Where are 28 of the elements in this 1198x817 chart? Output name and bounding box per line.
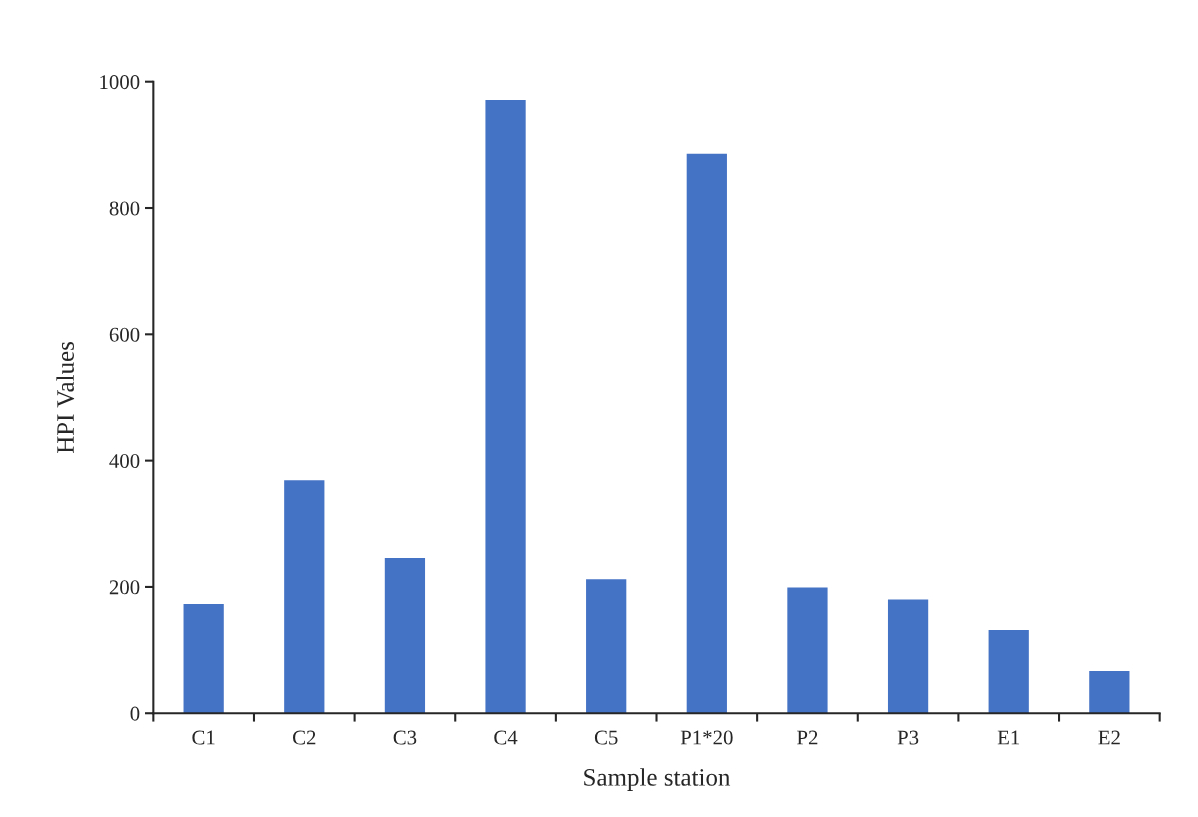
bar [887, 599, 929, 714]
x-tick-label: E2 [1098, 730, 1120, 745]
x-tick-label: C3 [393, 730, 417, 745]
y-axis-title: HPI Values [56, 342, 75, 454]
bar [686, 153, 727, 714]
bar [183, 603, 224, 714]
y-tick-label: 1000 [100, 75, 140, 90]
x-tick-label: P3 [897, 730, 919, 745]
x-tick-label: C1 [192, 730, 215, 745]
y-tick-label: 600 [109, 327, 140, 342]
y-tick-label: 400 [109, 454, 140, 469]
bar [284, 480, 325, 714]
x-tick-label: C2 [292, 730, 316, 745]
bar [384, 557, 426, 714]
y-tick-label: 800 [109, 201, 140, 216]
x-tick-label: C5 [594, 730, 618, 745]
y-tick-label: 200 [109, 580, 140, 595]
bar [485, 100, 526, 714]
x-tick-label: E1 [997, 730, 1020, 745]
x-axis-title: Sample station [584, 768, 731, 791]
bar [1089, 670, 1130, 714]
bar [787, 587, 828, 714]
y-tick-label: 0 [130, 706, 140, 721]
bar [988, 629, 1029, 714]
bar [586, 579, 627, 714]
x-tick-label: P2 [797, 730, 818, 745]
x-tick-label: P1*20 [680, 730, 733, 745]
x-tick-label: C4 [494, 730, 518, 745]
